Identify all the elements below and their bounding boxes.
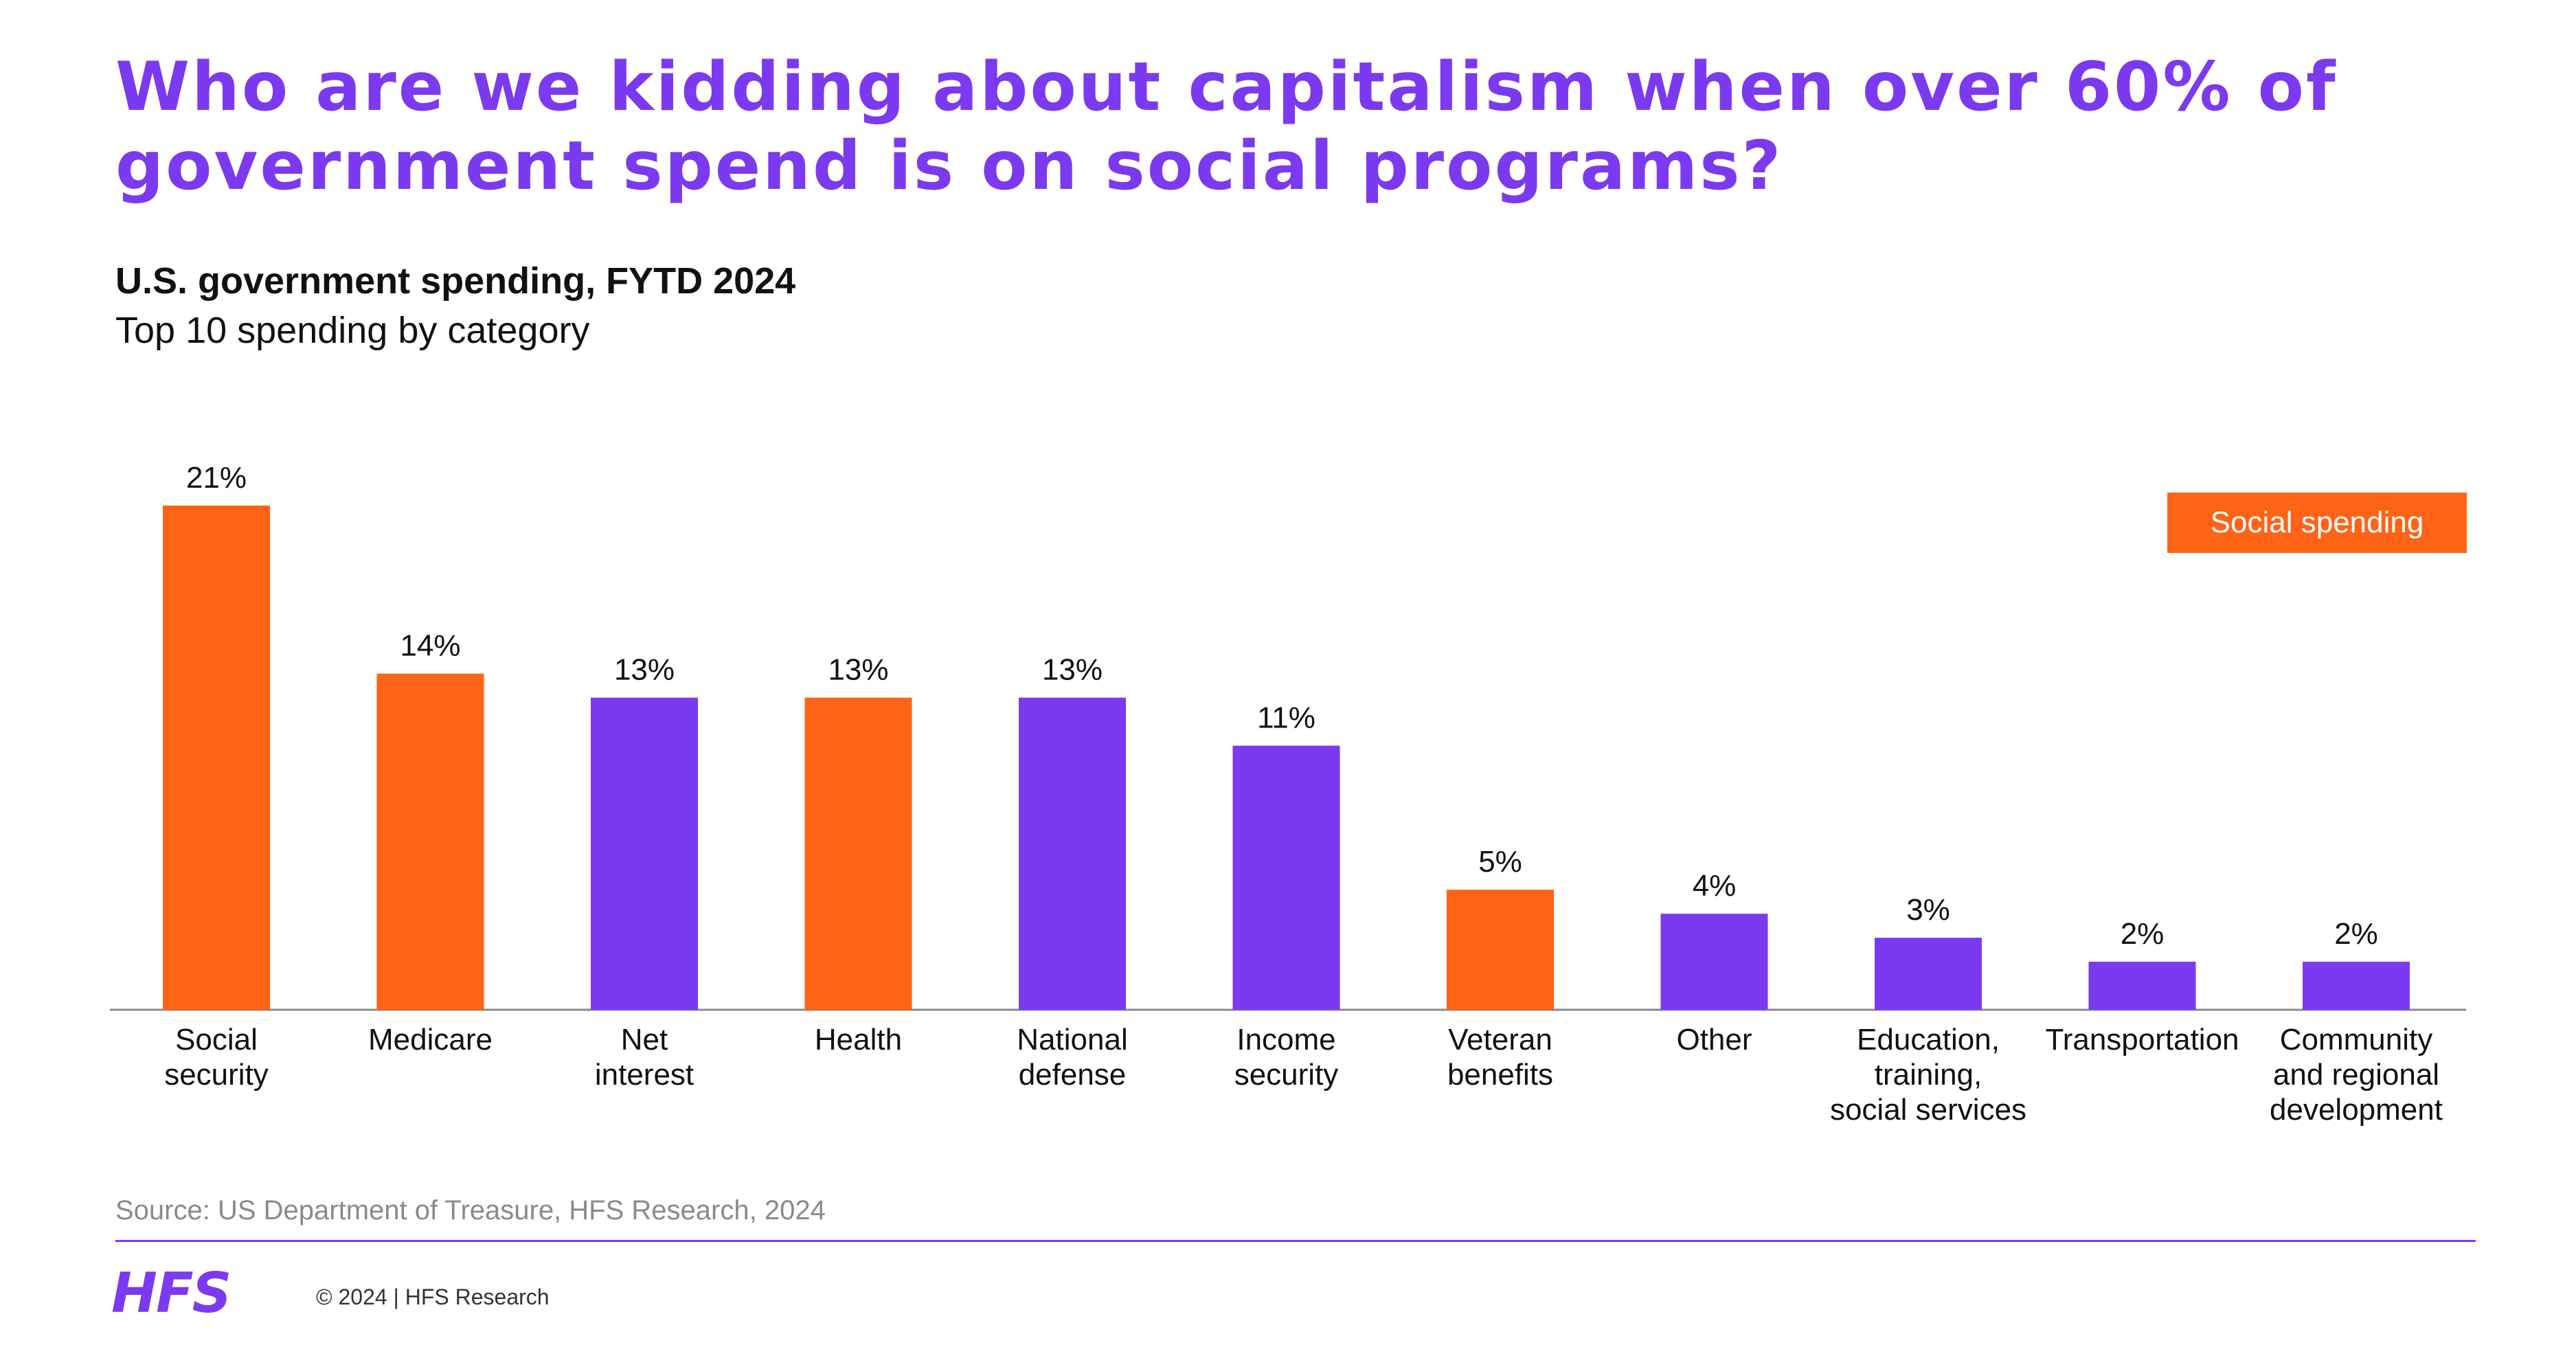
- chart-title: U.S. government spending, FYTD 2024: [115, 260, 796, 302]
- category-label-8: Education, training, social services: [1830, 1023, 2026, 1127]
- data-label-0: 21%: [186, 461, 247, 495]
- bar-chart: 21% Social security 14% Medicare 13% Net intere…: [110, 461, 2466, 1127]
- data-label-4: 13%: [1042, 653, 1103, 687]
- bar-10: [2303, 962, 2410, 1010]
- bar-7: [1660, 914, 1768, 1010]
- category-label-0: Social security: [164, 1023, 269, 1092]
- bar-2: [591, 697, 698, 1010]
- category-label-1: Medicare: [368, 1023, 493, 1056]
- category-label-5: Income security: [1234, 1023, 1339, 1092]
- data-label-7: 4%: [1693, 869, 1737, 903]
- category-label-6: Veteran benefits: [1447, 1023, 1553, 1092]
- bar-8: [1875, 938, 1982, 1010]
- footer-divider: [115, 1240, 2476, 1242]
- source-note: Source: US Department of Treasure, HFS R…: [115, 1195, 826, 1225]
- legend-social-spending: Social spending: [2167, 493, 2467, 553]
- data-label-10: 2%: [2334, 917, 2378, 951]
- bar-1: [376, 673, 484, 1010]
- category-label-3: Health: [815, 1023, 902, 1056]
- data-label-9: 2%: [2121, 917, 2165, 951]
- copyright-text: © 2024 | HFS Research: [316, 1285, 550, 1309]
- bar-5: [1232, 745, 1340, 1010]
- bar-6: [1447, 890, 1554, 1010]
- data-label-2: 13%: [614, 653, 675, 687]
- category-label-9: Transportation: [2045, 1023, 2239, 1056]
- category-label-2: Net interest: [595, 1023, 694, 1092]
- bar-0: [163, 506, 270, 1010]
- data-label-3: 13%: [828, 653, 888, 687]
- bar-4: [1019, 697, 1126, 1010]
- bar-9: [2088, 962, 2196, 1010]
- category-label-7: Other: [1676, 1023, 1752, 1056]
- bar-3: [804, 697, 912, 1010]
- data-label-5: 11%: [1257, 701, 1315, 735]
- chart-subtitle: Top 10 spending by category: [115, 310, 590, 351]
- data-label-1: 14%: [400, 629, 460, 663]
- category-label-10: Community and regional development: [2270, 1023, 2443, 1127]
- hfs-logo: HFS: [111, 1261, 231, 1325]
- headline: Who are we kidding about capitalism when…: [115, 48, 2338, 205]
- category-label-4: National defense: [1017, 1023, 1127, 1092]
- data-label-8: 3%: [1906, 893, 1950, 927]
- data-label-6: 5%: [1478, 845, 1522, 879]
